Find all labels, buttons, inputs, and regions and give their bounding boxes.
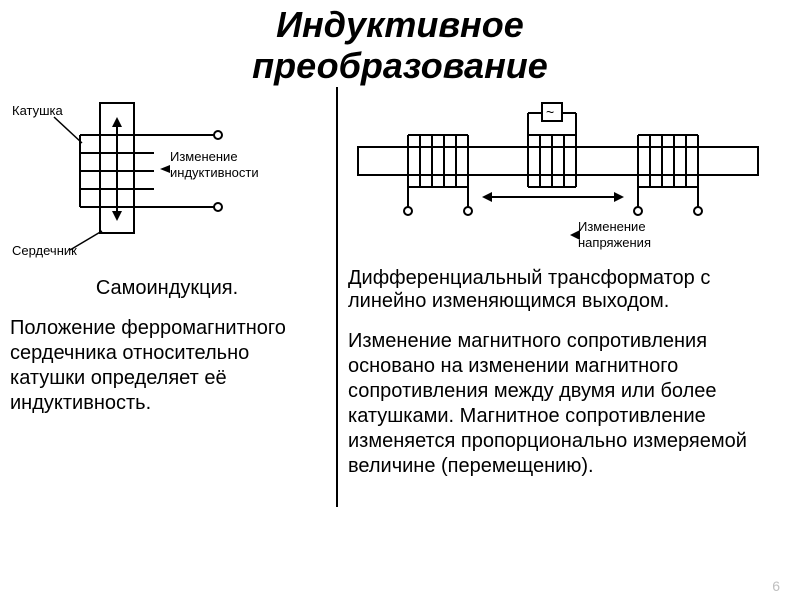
label-change-left-1: Изменение [170, 149, 238, 164]
ac-symbol: ~ [546, 104, 554, 120]
left-subtitle: Самоиндукция. [10, 277, 324, 300]
right-diagram: ~ Изменение напряжения [348, 95, 786, 255]
content-columns: Катушка Изменение индуктивности Сердечни… [0, 87, 800, 587]
left-body: Положение ферромагнитного сердечника отн… [10, 316, 324, 416]
lvdt-diagram: ~ Изменение напряжения [348, 95, 778, 255]
label-change-left-2: индуктивности [170, 165, 259, 180]
label-change-right-1: Изменение [578, 219, 646, 234]
page-number: 6 [772, 578, 780, 594]
left-diagram: Катушка Изменение индуктивности Сердечни… [10, 95, 324, 265]
column-divider [336, 87, 338, 507]
page-title: Индуктивное преобразование [0, 0, 800, 87]
label-coil: Катушка [12, 103, 64, 118]
left-column: Катушка Изменение индуктивности Сердечни… [0, 87, 336, 587]
label-core: Сердечник [12, 243, 77, 258]
label-change-right-2: напряжения [578, 235, 651, 250]
title-line-1: Индуктивное [276, 4, 524, 45]
right-subtitle: Дифференциальный трансформатор с линейно… [348, 267, 786, 313]
title-line-2: преобразование [252, 45, 548, 86]
self-induction-diagram: Катушка Изменение индуктивности Сердечни… [10, 95, 320, 265]
right-body: Изменение магнитного сопротивления основ… [348, 329, 786, 479]
right-column: ~ Изменение напряжения Дифференциальный … [336, 87, 800, 587]
